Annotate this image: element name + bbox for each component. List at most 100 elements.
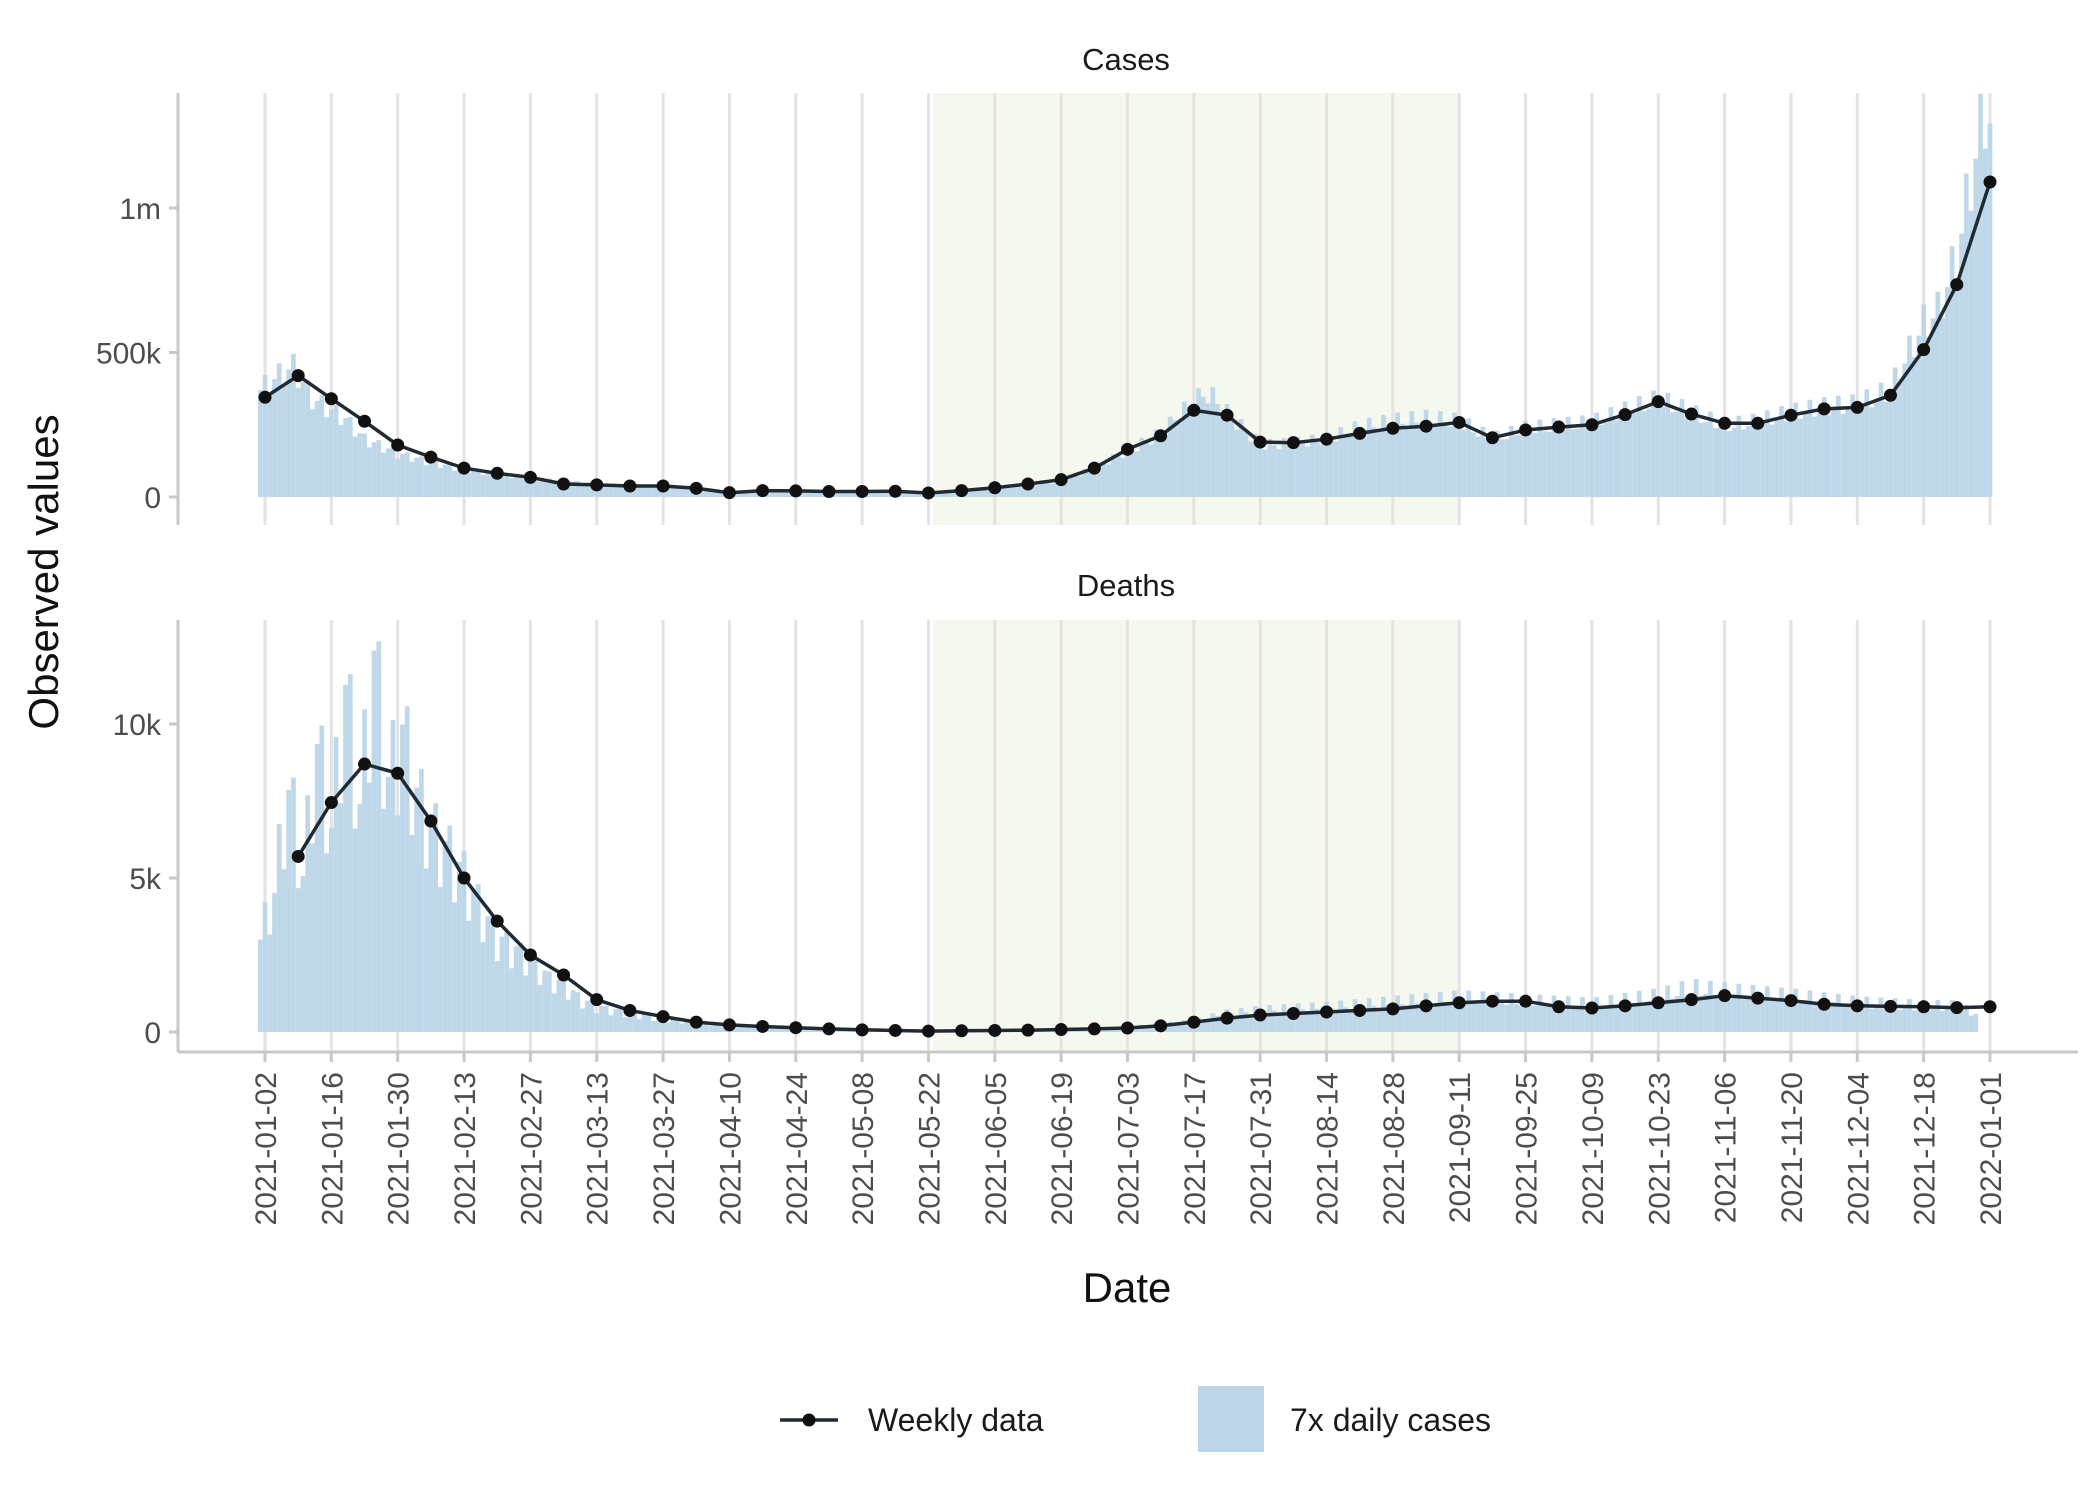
daily-bar-1-275 [1561, 1006, 1566, 1032]
daily-bar-0-40 [447, 463, 453, 497]
daily-bar-0-315 [1750, 413, 1756, 497]
daily-bar-0-62 [551, 482, 557, 497]
daily-bar-0-226 [1328, 439, 1334, 497]
daily-bar-0-139 [916, 492, 922, 497]
daily-bar-1-14 [324, 853, 329, 1032]
daily-bar-0-24 [371, 442, 377, 497]
daily-bar-1-39 [442, 840, 448, 1032]
daily-bar-1-4 [276, 824, 282, 1032]
daily-bar-1-228 [1338, 1000, 1344, 1032]
daily-bar-1-200 [1205, 1020, 1211, 1032]
x-tick-label-10: 2021-05-22 [913, 1072, 946, 1225]
weekly-point-1-1 [324, 796, 338, 810]
daily-bar-0-111 [783, 490, 789, 497]
daily-bar-0-196 [1186, 406, 1192, 497]
daily-bar-1-27 [385, 776, 391, 1032]
daily-bar-1-227 [1333, 1011, 1339, 1032]
daily-bar-1-179 [1106, 1028, 1111, 1032]
daily-bar-0-31 [404, 452, 410, 497]
daily-bar-1-222 [1309, 1002, 1315, 1032]
daily-bar-0-20 [352, 436, 358, 497]
daily-bar-1-276 [1565, 996, 1571, 1032]
daily-bar-1-298 [1670, 998, 1675, 1032]
weekly-point-0-45 [1751, 416, 1765, 430]
x-tick-label-7: 2021-04-10 [714, 1072, 747, 1225]
daily-bar-0-33 [414, 457, 420, 497]
weekly-point-0-46 [1784, 408, 1798, 422]
daily-bar-1-60 [542, 970, 547, 1032]
daily-bar-0-233 [1362, 432, 1367, 497]
weekly-point-0-12 [656, 479, 670, 493]
daily-bar-0-242 [1404, 426, 1410, 497]
daily-bar-1-282 [1594, 996, 1600, 1032]
daily-bar-1-78 [627, 1011, 633, 1032]
daily-bar-0-280 [1584, 428, 1590, 497]
daily-bar-0-247 [1428, 422, 1434, 497]
daily-bar-0-257 [1475, 436, 1481, 497]
daily-bar-1-74 [608, 1015, 614, 1032]
weekly-point-0-7 [490, 466, 504, 480]
daily-bar-0-221 [1305, 446, 1310, 497]
daily-bar-0-231 [1352, 421, 1358, 497]
daily-bar-0-281 [1589, 427, 1595, 497]
daily-bar-1-24 [371, 650, 377, 1032]
daily-bar-0-222 [1309, 434, 1315, 497]
daily-bar-1-226 [1328, 1008, 1334, 1032]
daily-bar-1-332 [1831, 1002, 1836, 1032]
weekly-point-1-38 [1552, 1000, 1566, 1014]
daily-bar-0-317 [1760, 423, 1765, 497]
daily-bar-1-111 [783, 1026, 789, 1032]
daily-bar-0-182 [1120, 457, 1126, 497]
daily-bar-0-255 [1466, 418, 1472, 497]
daily-bar-0-267 [1523, 420, 1528, 497]
daily-bar-0-346 [1897, 382, 1903, 497]
daily-bar-0-272 [1546, 431, 1552, 497]
daily-bar-0-362 [1973, 158, 1979, 497]
daily-bar-0-29 [395, 458, 401, 497]
daily-bar-0-270 [1537, 419, 1543, 497]
daily-bar-1-273 [1551, 995, 1557, 1032]
daily-bar-1-192 [1167, 1021, 1173, 1032]
daily-bar-1-217 [1286, 1010, 1291, 1032]
daily-bar-1-8 [295, 888, 301, 1032]
daily-bar-1-110 [779, 1028, 784, 1032]
daily-bar-0-117 [812, 490, 818, 497]
daily-bar-0-276 [1565, 416, 1571, 497]
daily-bar-1-221 [1305, 1012, 1310, 1032]
weekly-point-0-1 [291, 369, 305, 383]
daily-bar-0-16 [333, 404, 339, 497]
daily-bar-1-267 [1523, 993, 1528, 1032]
daily-bar-0-215 [1276, 449, 1282, 497]
legend-daily-label: 7x daily cases [1290, 1402, 1491, 1438]
daily-bar-1-231 [1352, 999, 1358, 1032]
daily-bar-1-325 [1798, 1003, 1803, 1032]
daily-bar-0-309 [1722, 417, 1727, 497]
daily-bar-0-34 [419, 456, 424, 497]
weekly-point-0-51 [1950, 278, 1964, 292]
daily-bar-1-26 [381, 808, 386, 1032]
daily-bar-0-327 [1807, 399, 1813, 497]
daily-bar-1-280 [1584, 1007, 1590, 1032]
daily-bar-1-47 [480, 942, 486, 1032]
daily-bar-0-254 [1461, 429, 1467, 497]
daily-bar-0-320 [1774, 419, 1780, 497]
daily-bar-0-295 [1655, 406, 1661, 497]
daily-bar-1-361 [1968, 1015, 1974, 1032]
daily-bar-0-271 [1542, 431, 1547, 497]
weekly-point-1-30 [1286, 1007, 1300, 1021]
daily-bar-0-339 [1864, 389, 1870, 497]
daily-bar-1-57 [528, 955, 533, 1032]
weekly-point-1-22 [1021, 1023, 1035, 1037]
daily-bar-1-283 [1599, 1006, 1604, 1032]
daily-bar-1-104 [750, 1027, 756, 1032]
weekly-point-0-32 [1320, 432, 1334, 446]
daily-bar-0-359 [1959, 233, 1964, 498]
daily-bar-0-73 [603, 483, 609, 497]
daily-bar-0-13 [319, 395, 325, 497]
daily-bar-1-35 [423, 868, 429, 1032]
daily-bar-1-93 [698, 1021, 704, 1032]
daily-bar-1-21 [357, 803, 363, 1032]
daily-bar-0-125 [850, 492, 856, 497]
daily-bar-1-72 [599, 1006, 604, 1032]
weekly-point-0-39 [1552, 420, 1566, 434]
